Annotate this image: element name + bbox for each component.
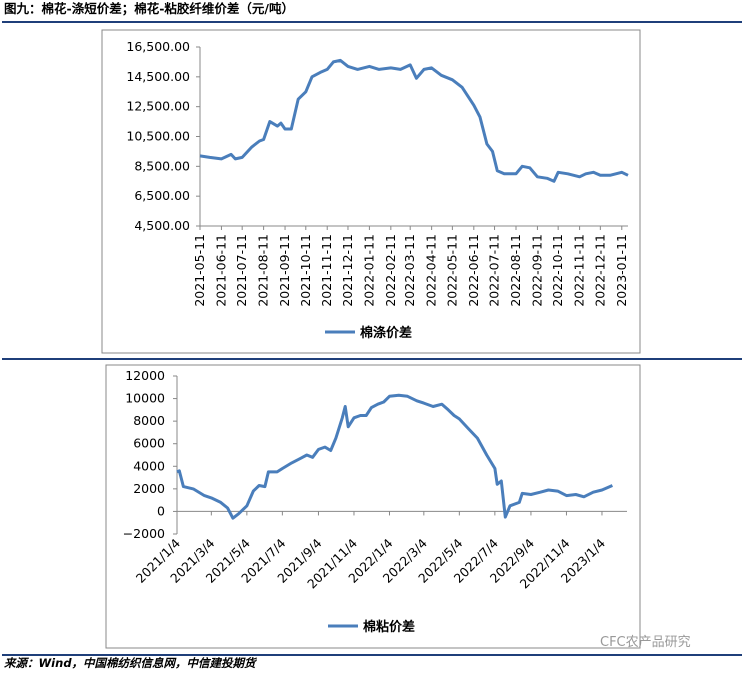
x-tick-label: 2022-08-11 xyxy=(508,234,523,307)
x-tick-label: 2022-03-11 xyxy=(402,234,417,307)
x-tick-label: 2022-07-11 xyxy=(487,234,502,307)
x-tick-label: 2021-06-11 xyxy=(213,234,228,307)
x-tick-label: 2022-04-11 xyxy=(424,234,439,307)
y-tick-label: 4000 xyxy=(133,458,165,473)
x-tick-label: 2021-07-11 xyxy=(234,234,249,307)
x-tick-label: 2022-06-11 xyxy=(466,234,481,307)
x-tick-label: 2021-11-11 xyxy=(319,234,334,307)
x-tick-label: 2022-11-11 xyxy=(572,234,587,307)
chart-frame xyxy=(105,364,641,649)
x-tick-label: 2023-01-11 xyxy=(614,234,629,307)
x-tick-label: 2022-09-11 xyxy=(529,234,544,307)
figure-title: 图九：棉花-涤短价差；棉花-粘胶纤维价差（元/吨） xyxy=(4,1,294,16)
y-tick-label: 4,500.00 xyxy=(134,218,190,233)
watermark: CFC农产品研究 xyxy=(600,635,691,650)
chart-frame xyxy=(101,29,641,354)
x-tick-label: 2022-12-11 xyxy=(592,234,607,307)
source-note: 来源：Wind，中国棉纺织信息网，中信建投期货 xyxy=(4,656,258,670)
y-tick-label: 6000 xyxy=(133,436,165,451)
data-line xyxy=(199,58,629,183)
legend-label: 棉粘价差 xyxy=(363,619,415,635)
y-tick-label: 0 xyxy=(157,503,165,518)
y-tick-label: 10,500.00 xyxy=(126,129,190,144)
x-tick-label: 2021-10-11 xyxy=(298,234,313,307)
y-tick-label: 16,500.00 xyxy=(126,39,190,54)
legend-label: 棉涤价差 xyxy=(360,325,412,341)
y-tick-label: 12000 xyxy=(125,368,165,383)
x-tick-label: 2021-05-11 xyxy=(192,234,207,307)
x-tick-label: 2022-05-11 xyxy=(444,234,459,307)
y-tick-label: 6,500.00 xyxy=(134,188,190,203)
y-tick-label: 8000 xyxy=(133,413,165,428)
y-tick-label: 14,500.00 xyxy=(126,69,190,84)
data-line xyxy=(176,393,613,520)
y-tick-label: 8,500.00 xyxy=(134,158,190,173)
y-tick-label: 2000 xyxy=(133,481,165,496)
y-tick-label: 12,500.00 xyxy=(126,99,190,114)
x-tick-label: 2021-09-11 xyxy=(277,234,292,307)
x-tick-label: 2021-12-11 xyxy=(340,234,355,307)
x-tick-label: 2022-02-11 xyxy=(383,234,398,307)
x-tick-label: 2022-10-11 xyxy=(550,234,565,307)
y-tick-label: 10000 xyxy=(125,391,165,406)
x-tick-label: 2022-01-11 xyxy=(361,234,376,307)
x-tick-label: 2021-08-11 xyxy=(256,234,271,307)
y-tick-label: −2000 xyxy=(123,526,165,541)
